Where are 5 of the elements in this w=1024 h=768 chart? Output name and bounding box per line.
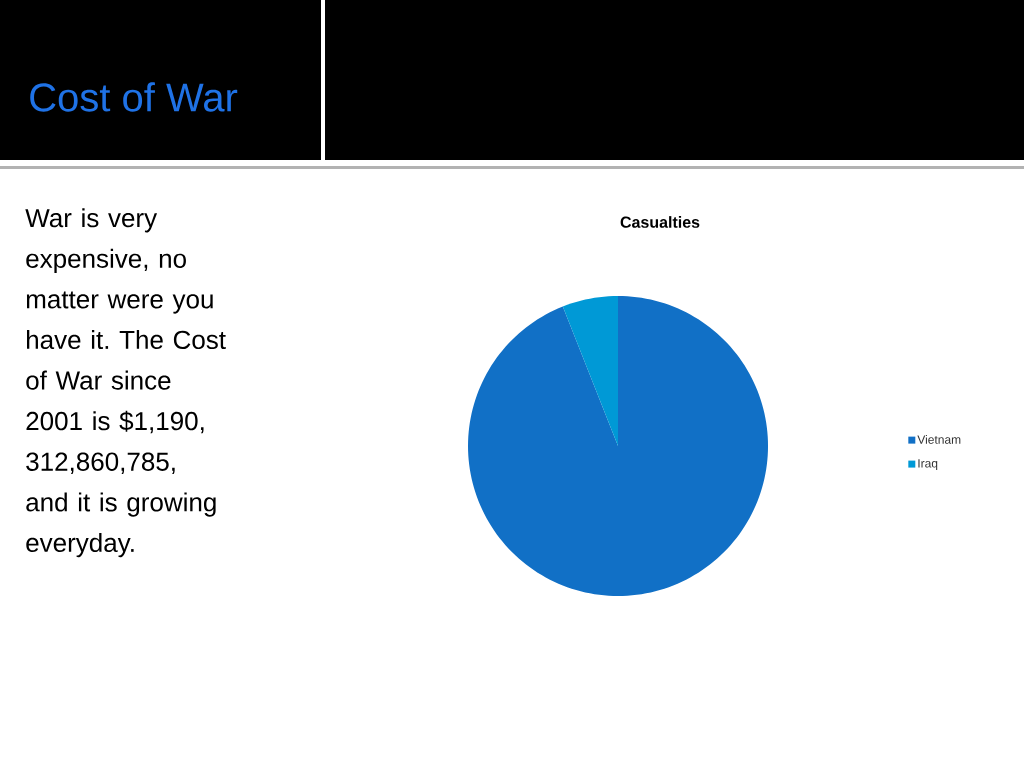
text: Cost of War — [30, 82, 238, 112]
legend-label: Vietnam — [917, 435, 961, 444]
chart-subtitle: Casualties — [620, 216, 700, 228]
legend-label: Iraq — [918, 459, 938, 470]
text: War is very expensive, no matter were you have it. The Cost of War since 2001 is $1,190, 312,860,785, and it is growing everyday. — [25, 208, 226, 558]
